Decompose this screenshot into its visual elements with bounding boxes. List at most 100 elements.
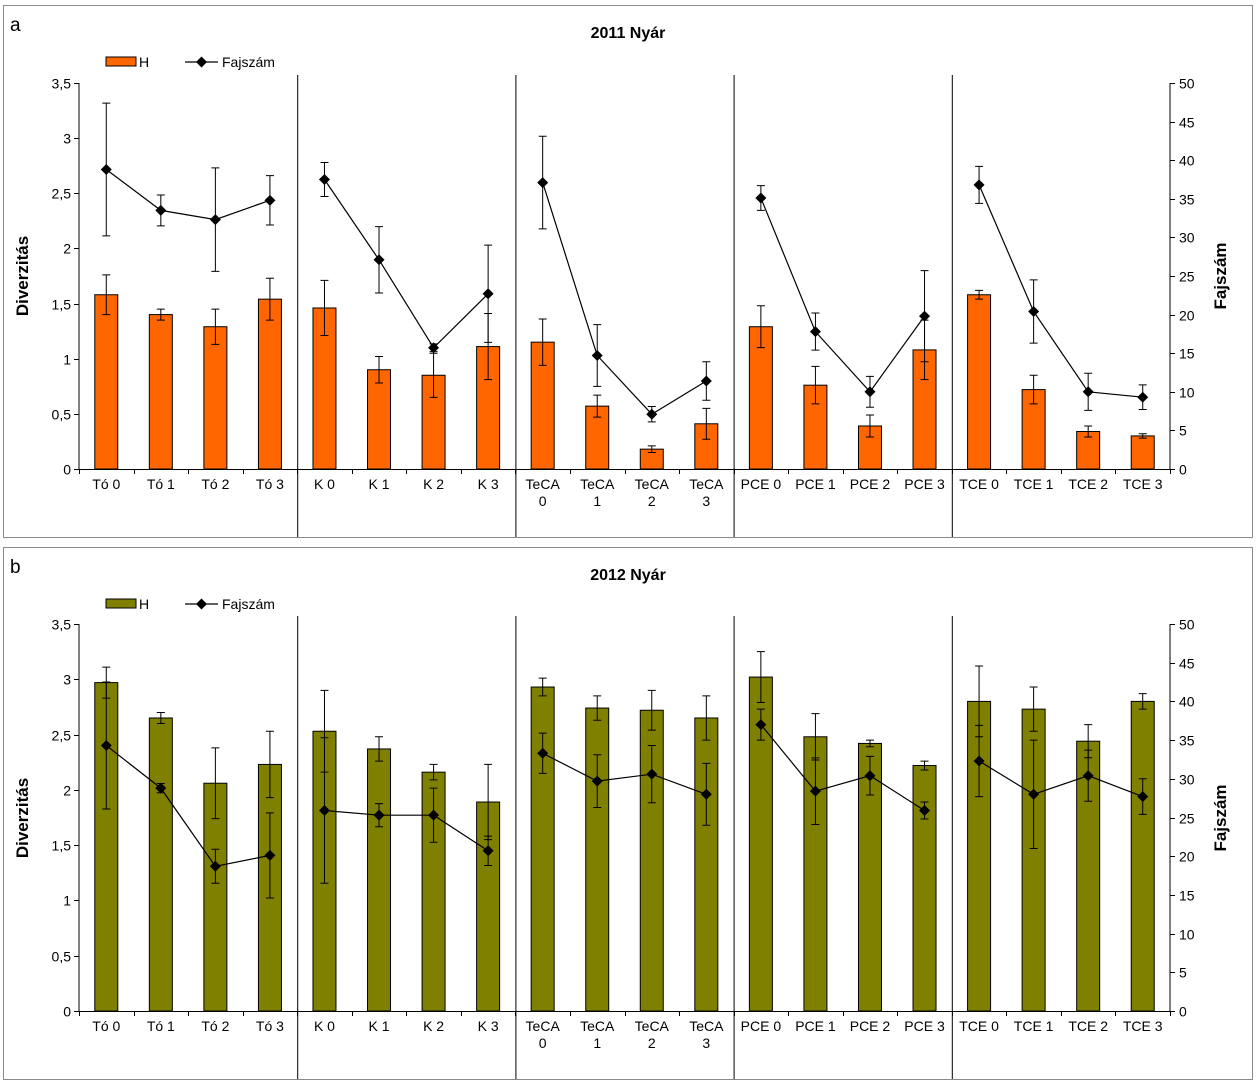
fajszam-point <box>537 177 549 189</box>
bar-h <box>1130 435 1155 470</box>
category-label: TeCA <box>635 1018 670 1034</box>
y-tick-label: 2 <box>63 783 71 799</box>
bar-h <box>257 298 282 470</box>
bar-error-bar <box>320 279 329 337</box>
y2-tick-label: 50 <box>1179 617 1195 633</box>
bar-error-bar <box>702 695 711 741</box>
fajszam-point <box>428 809 440 821</box>
legend-fajszam-label: Fajszám <box>222 54 275 70</box>
y-tick-label: 1 <box>63 893 71 909</box>
fajszam-point <box>919 310 931 322</box>
y2-tick-label: 35 <box>1179 733 1195 749</box>
category-label: PCE 1 <box>795 1018 836 1034</box>
bar-h <box>94 294 119 470</box>
panel-a-legend: H Fajszám <box>105 54 275 70</box>
legend-h-label: H <box>139 596 149 612</box>
category-label: TeCA <box>580 1018 615 1034</box>
y2-tick-label: 0 <box>1179 462 1187 478</box>
bar-error-bar <box>647 689 656 731</box>
panel-a-chart: a 2011 Nyár Diverzitás Fajszám H Fajszám… <box>3 5 1253 538</box>
category-label: TCE 0 <box>959 1018 999 1034</box>
y-tick-label: 0 <box>63 462 71 478</box>
bar-h <box>367 369 392 470</box>
bar-error-bar <box>865 739 874 748</box>
category-label: Tó 2 <box>201 476 229 492</box>
legend-h-swatch <box>105 56 137 67</box>
category-label: K 1 <box>369 476 390 492</box>
bar-error-bar <box>865 414 874 438</box>
y2-tick-label: 10 <box>1179 927 1195 943</box>
bar-error-bar <box>647 445 656 453</box>
category-label: TCE 2 <box>1068 1018 1108 1034</box>
fajszam-line-PCE <box>760 724 925 812</box>
y2-tick-label: 45 <box>1179 656 1195 672</box>
fajszam-point <box>1028 788 1040 800</box>
fajszam-point <box>700 375 712 387</box>
fajszam-point <box>755 719 767 731</box>
y2-tick-label: 5 <box>1179 965 1187 981</box>
y2-tick-label: 25 <box>1179 269 1195 285</box>
fajszam-point <box>755 192 767 204</box>
fajszam-point <box>318 174 330 185</box>
y-tick-label: 3 <box>63 131 71 147</box>
fajszam-point <box>373 809 385 821</box>
fajszam-point <box>264 849 276 861</box>
y-tick-label: 3,5 <box>52 76 72 92</box>
bar-error-bar <box>265 277 274 321</box>
fajszam-point <box>864 770 876 782</box>
fajszam-point <box>646 408 658 420</box>
legend-marker-icon <box>196 56 207 68</box>
fajszam-point <box>591 350 603 362</box>
category-label: Tó 2 <box>201 1018 229 1034</box>
category-label: TCE 2 <box>1068 476 1108 492</box>
category-label: PCE 2 <box>850 476 891 492</box>
category-label: Tó 0 <box>92 1018 120 1034</box>
category-label: 3 <box>702 1035 710 1051</box>
y2-tick-label: 5 <box>1179 423 1187 439</box>
category-label: K 3 <box>478 476 499 492</box>
y-tick-label: 3,5 <box>52 617 72 633</box>
panel-b-legend: H Fajszám <box>105 596 275 612</box>
fajszam-point <box>264 194 276 206</box>
fajszam-point <box>809 326 821 338</box>
panel-b-chart: b 2012 Nyár Diverzitás Fajszám H Fajszám… <box>3 547 1253 1080</box>
y-tick-label: 1,5 <box>52 838 72 854</box>
y-tick-label: 2 <box>63 241 71 257</box>
fajszam-line-Tó <box>105 745 271 867</box>
bar-h <box>148 314 173 470</box>
fajszam-point <box>209 860 221 872</box>
fajszam-point <box>373 254 385 266</box>
y2-tick-label: 45 <box>1179 115 1195 131</box>
y2-tick-label: 35 <box>1179 192 1195 208</box>
category-label: TeCA <box>526 1018 561 1034</box>
category-label: 0 <box>539 1035 547 1051</box>
category-label: PCE 2 <box>850 1018 891 1034</box>
category-label: Tó 1 <box>147 1018 175 1034</box>
y2-tick-label: 0 <box>1179 1004 1187 1020</box>
bar-error-bar <box>593 695 602 721</box>
bar-error-bar <box>429 763 438 781</box>
category-label: 2 <box>648 1035 656 1051</box>
category-label: PCE 3 <box>904 476 945 492</box>
fajszam-point <box>537 747 549 759</box>
bar-error-bar <box>375 356 384 384</box>
category-label: 1 <box>593 1035 601 1051</box>
bar-h <box>1130 700 1155 1012</box>
bar-error-bar <box>1084 425 1093 438</box>
y-tick-label: 2,5 <box>52 728 72 744</box>
fajszam-point <box>155 204 167 216</box>
legend-h-label: H <box>139 54 149 70</box>
y-tick-label: 1,5 <box>52 297 72 313</box>
bar-error-bar <box>811 365 820 405</box>
category-label: K 0 <box>314 476 335 492</box>
panel-b-frame <box>3 547 1253 1080</box>
fajszam-line-K <box>324 809 489 852</box>
category-label: TeCA <box>526 476 561 492</box>
y2-tick-label: 40 <box>1179 153 1195 169</box>
category-label: TeCA <box>635 476 670 492</box>
y-tick-label: 0,5 <box>52 407 72 423</box>
category-label: 3 <box>702 493 710 509</box>
fajszam-point <box>1082 386 1094 398</box>
